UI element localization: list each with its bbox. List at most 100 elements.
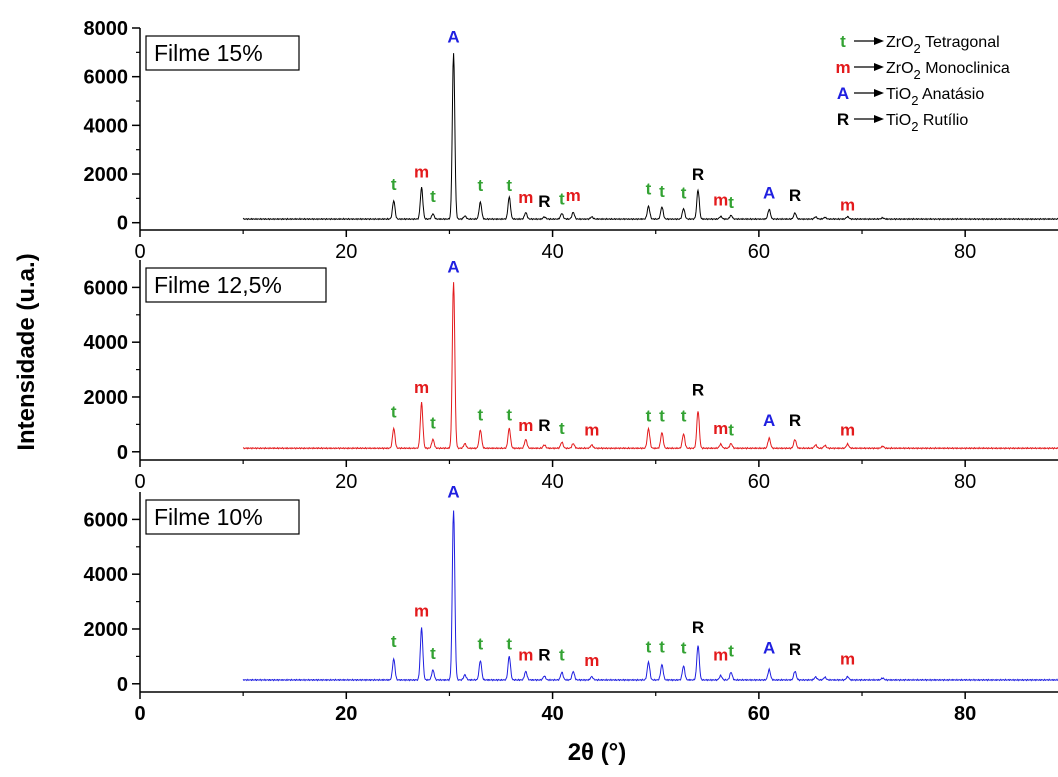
peak-label: R [692,381,704,400]
legend-text: ZrO2 Monoclinica [886,60,1010,82]
x-axis-title: 2θ (°) [568,739,627,766]
peak-label: A [763,411,775,430]
peak-label: R [789,411,801,430]
x-tick-label: 80 [954,471,976,493]
peak-label: m [414,602,429,621]
peak-label: t [646,637,652,656]
peak-label: R [538,192,550,211]
peak-label: m [840,650,855,669]
series-line [242,53,1058,221]
peak-label: m [518,188,533,207]
peak-label: t [506,176,512,195]
peak-label: R [692,165,704,184]
peak-label: A [447,28,459,47]
y-tick-label: 6000 [84,67,129,89]
peak-label: R [538,416,550,435]
peak-label: R [538,645,550,664]
peak-label: t [506,635,512,654]
y-tick-label: 8000 [84,18,129,40]
peak-label: A [763,183,775,202]
x-tick-label: 60 [748,471,770,493]
peak-label: m [713,645,728,664]
peak-label: t [430,187,436,206]
series-line [242,282,1058,450]
peak-label: m [713,419,728,438]
peak-label: t [681,183,687,202]
x-tick-label: 60 [748,703,770,725]
x-tick-label: 40 [541,471,563,493]
peak-label: m [584,651,599,670]
peak-label: t [728,641,734,660]
peak-label: t [559,189,565,208]
peak-label: t [728,420,734,439]
x-tick-label: 80 [954,241,976,263]
legend-arrow-head [874,63,884,71]
x-tick-label: 40 [541,703,563,725]
peak-label: A [447,482,459,501]
peak-label: t [506,405,512,424]
peak-label: t [559,419,565,438]
x-tick-label: 0 [134,703,145,725]
peak-label: t [478,635,484,654]
peak-label: A [763,639,775,658]
legend-text: TiO2 Anatásio [886,86,984,108]
peak-label: t [478,176,484,195]
peak-label: t [430,413,436,432]
peak-label: R [789,186,801,205]
panel-label-box [145,499,300,535]
x-tick-label: 80 [954,703,976,725]
legend-arrow-head [874,89,884,97]
y-tick-label: 0 [117,213,128,235]
y-tick-label: 4000 [84,332,129,354]
peak-label: m [566,186,581,205]
peak-label: t [659,637,665,656]
peak-label: t [430,644,436,663]
peak-label: m [414,378,429,397]
peak-label: t [646,407,652,426]
x-tick-label: 0 [134,471,145,493]
peak-label: m [840,420,855,439]
peak-label: m [713,191,728,210]
panel-label: Filme 10% [154,504,263,530]
panel-label-box [145,35,300,71]
peak-label: t [681,639,687,658]
legend-symbol: R [837,110,849,129]
peak-label: t [681,407,687,426]
y-tick-label: 6000 [84,277,129,299]
legend-symbol: A [837,84,849,103]
peak-label: t [478,405,484,424]
peak-label: t [391,403,397,422]
peak-label: R [789,640,801,659]
y-tick-label: 0 [117,674,128,696]
legend-arrow-head [874,37,884,45]
x-tick-label: 40 [541,241,563,263]
peak-label: t [659,182,665,201]
y-tick-label: 2000 [84,387,129,409]
peak-label: m [414,163,429,182]
legend-symbol: m [835,58,850,77]
legend: t ZrO2 Tetragonal m ZrO2 Monoclinica A TiO2 A… [835,32,1009,134]
y-tick-label: 0 [117,442,128,464]
peak-label: m [584,420,599,439]
legend-text: TiO2 Rutílio [886,112,968,134]
peak-label: t [559,645,565,664]
peak-label: m [518,416,533,435]
peak-label: A [447,257,459,276]
x-tick-label: 20 [335,703,357,725]
peak-label: t [646,180,652,199]
x-tick-label: 20 [335,471,357,493]
x-tick-label: 60 [748,241,770,263]
x-tick-label: 20 [335,241,357,263]
y-tick-label: 2000 [84,619,129,641]
panel-label: Filme 12,5% [154,272,282,298]
y-axis-title: Intensidade (u.a.) [13,253,40,450]
legend-symbol: t [840,32,846,51]
legend-arrow-head [874,115,884,123]
peak-label: m [840,196,855,215]
y-tick-label: 6000 [84,509,129,531]
